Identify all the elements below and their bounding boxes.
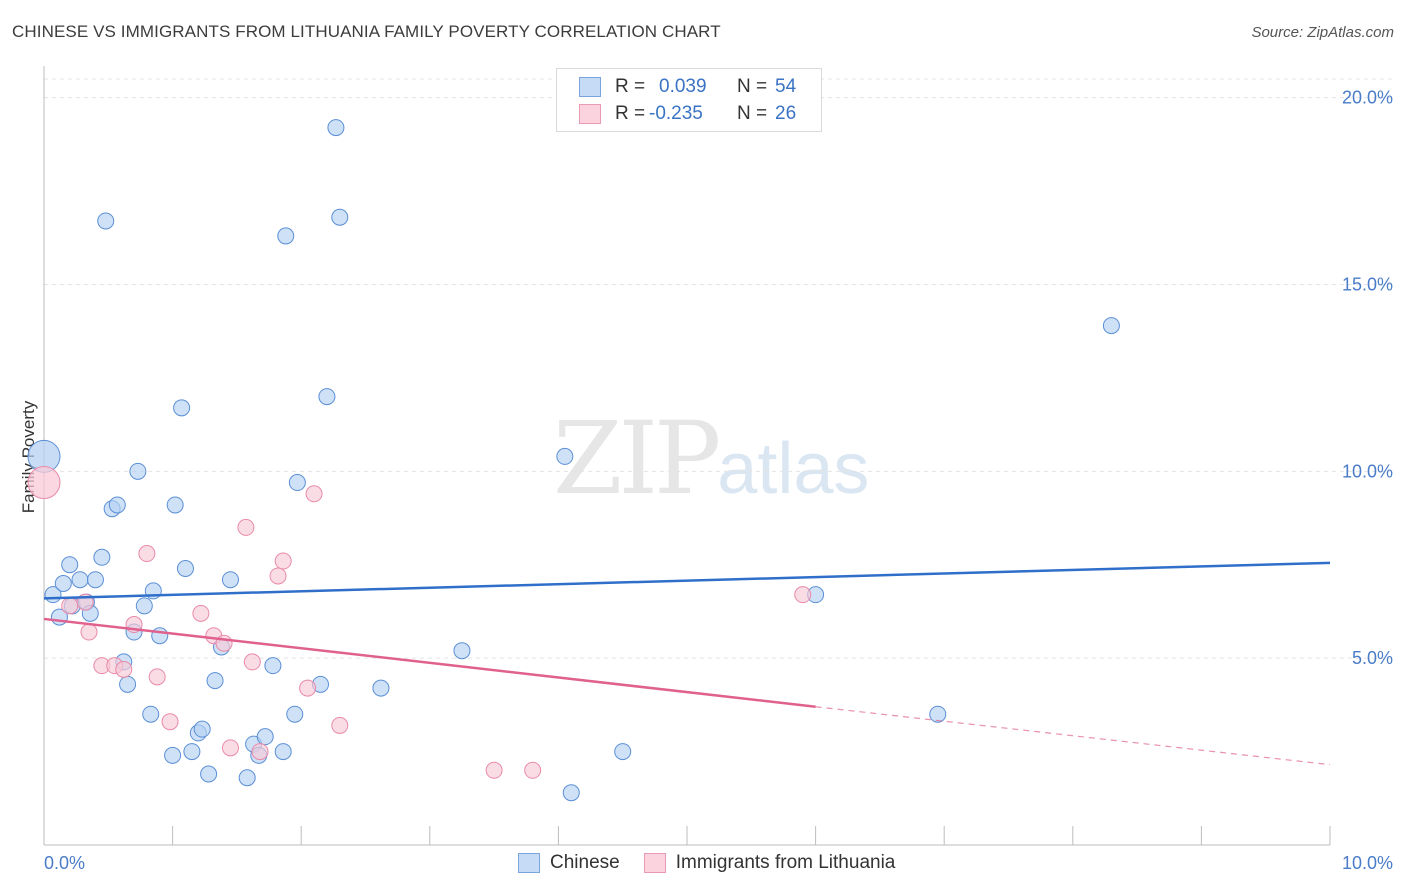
chinese-trend-line (43, 561, 1331, 600)
chinese-point (173, 399, 191, 417)
legend-n-value: 26 (775, 103, 797, 124)
lithuania-point (192, 604, 210, 622)
lithuania-point (27, 466, 61, 500)
correlation-legend: R = 0.039 N = 54 R = -0.235 N = 26 (556, 68, 822, 132)
chinese-point (108, 496, 126, 514)
chinese-point (61, 556, 79, 574)
legend-swatch-lithuania (579, 104, 601, 124)
legend-n-label: N = (737, 76, 768, 97)
legend-swatch-chinese (579, 77, 601, 97)
series-swatch-lithuania (643, 853, 666, 873)
watermark-atlas: atlas (717, 429, 870, 509)
legend-row-lithuania: R = -0.235 N = 26 (579, 102, 796, 126)
lithuania-point (161, 713, 179, 731)
chinese-point (556, 447, 574, 465)
legend-r-value: 0.039 (659, 76, 707, 97)
chinese-point (221, 571, 239, 589)
lithuania-point (115, 660, 133, 678)
lithuania-point (524, 761, 542, 779)
chinese-point (331, 208, 349, 226)
watermark: ZIPatlas (553, 400, 869, 517)
chinese-point (277, 227, 295, 245)
x-tick-label: 0.0% (44, 853, 85, 873)
chinese-point (288, 474, 306, 492)
series-label-chinese: Chinese (550, 852, 620, 873)
chinese-point (86, 571, 104, 589)
lithuania-point (794, 586, 812, 604)
series-label-lithuania: Immigrants from Lithuania (675, 852, 896, 873)
chinese-point (286, 705, 304, 723)
legend-r-label: R = (615, 76, 646, 97)
legend-n-label: N = (737, 103, 768, 124)
lithuania-point (148, 668, 166, 686)
lithuania-point (274, 552, 292, 570)
lithuania-trend-extension (815, 706, 1331, 766)
chinese-point (1102, 317, 1120, 335)
chinese-point (142, 705, 160, 723)
chinese-point (562, 784, 580, 802)
lithuania-point (251, 743, 269, 761)
chinese-point (264, 657, 282, 675)
watermark-zip: ZIP (553, 400, 721, 517)
chinese-point (164, 746, 182, 764)
chinese-point (372, 679, 390, 697)
chinese-point (129, 462, 147, 480)
y-tick-label: 20.0% (1342, 88, 1393, 108)
lithuania-point (237, 518, 255, 536)
chinese-point (200, 765, 218, 783)
lithuania-point (299, 679, 317, 697)
chinese-point (93, 548, 111, 566)
chinese-point (183, 743, 201, 761)
chinese-point (54, 574, 72, 592)
chart-title: CHINESE VS IMMIGRANTS FROM LITHUANIA FAM… (12, 22, 721, 41)
y-tick-label: 10.0% (1342, 461, 1393, 481)
legend-row-chinese: R = 0.039 N = 54 (579, 75, 796, 99)
chinese-point (327, 119, 345, 137)
lithuania-point (485, 761, 503, 779)
chinese-point (614, 743, 632, 761)
legend-n-value: 54 (775, 76, 797, 97)
chinese-point (256, 728, 274, 746)
series-legend-chinese: Chinese (518, 852, 620, 874)
y-tick-label: 5.0% (1352, 648, 1393, 668)
lithuania-point (221, 739, 239, 757)
lithuania-trend-line (43, 617, 816, 708)
lithuania-point (138, 545, 156, 563)
lithuania-point (331, 716, 349, 734)
source-label: Source: ZipAtlas.com (1251, 24, 1394, 41)
chinese-point (453, 642, 471, 660)
chinese-point (119, 675, 137, 693)
lithuania-point (243, 653, 261, 671)
legend-r-label: R = (615, 103, 646, 124)
series-legend-lithuania: Immigrants from Lithuania (643, 852, 896, 874)
lithuania-point (305, 485, 323, 503)
chinese-point (238, 769, 256, 787)
series-swatch-chinese (518, 853, 540, 873)
chinese-point (151, 627, 169, 645)
chinese-point (206, 672, 224, 690)
lithuania-point (61, 597, 79, 615)
chinese-point (929, 705, 947, 723)
lithuania-point (269, 567, 287, 585)
chinese-point (135, 597, 153, 615)
series-legend: Chinese Immigrants from Lithuania (518, 852, 919, 874)
legend-r-value: -0.235 (649, 103, 703, 124)
x-tick-label: 10.0% (1342, 853, 1393, 873)
chinese-point (97, 212, 115, 230)
chinese-point (166, 496, 184, 514)
chinese-point (274, 743, 292, 761)
lithuania-point (80, 623, 98, 641)
chinese-point (318, 388, 336, 406)
chinese-point (71, 571, 89, 589)
y-tick-label: 15.0% (1342, 275, 1393, 295)
chinese-point (193, 720, 211, 738)
chinese-point (176, 559, 194, 577)
